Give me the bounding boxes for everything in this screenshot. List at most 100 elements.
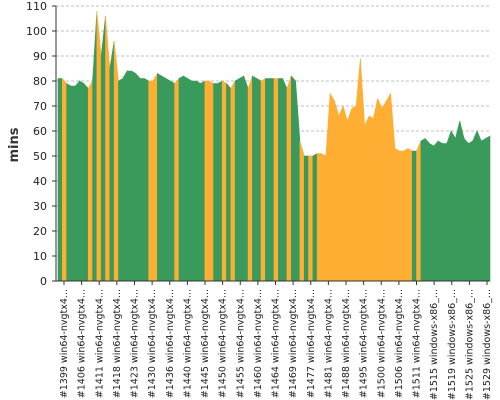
y-tick-label: 100 [26, 25, 47, 38]
x-tick-label: #1469 win64-nvgtx4... [288, 289, 299, 398]
area-segment-pass [83, 82, 89, 282]
area-series [57, 10, 491, 282]
x-tick-label: #1464 win64-nvgtx4... [271, 289, 282, 398]
area-segment-pass [74, 80, 80, 282]
area-segment-pass [165, 77, 171, 282]
area-segment-pass [79, 80, 85, 282]
area-segment-fail [364, 115, 370, 282]
x-tick-label: #1430 win64-nvgtx4... [147, 289, 158, 398]
y-tick-label: 110 [26, 0, 47, 13]
y-tick-label: 70 [33, 100, 47, 113]
area-segment-pass [200, 80, 206, 282]
area-segment-pass [446, 130, 452, 282]
area-segment-pass [213, 83, 219, 282]
area-segment-pass [144, 77, 150, 282]
area-segment-fail [113, 40, 119, 282]
x-tick-label: #1418 win64-nvgtx4... [112, 289, 123, 398]
area-segment-fail [96, 10, 102, 282]
area-segment-pass [191, 80, 197, 282]
x-tick-label: #1436 win64-nvgtx4... [165, 289, 176, 398]
area-segment-pass [252, 75, 258, 282]
area-segment-pass [481, 137, 486, 282]
area-segment-fail [105, 15, 111, 282]
y-tick-label: 30 [33, 200, 47, 213]
area-segment-pass [265, 78, 270, 282]
area-segment-fail [152, 72, 158, 282]
x-tick-label: #1488 win64-nvgtx4... [341, 289, 352, 398]
area-segment-fail [299, 140, 305, 282]
area-segment-pass [109, 40, 115, 282]
y-tick-label: 80 [33, 75, 47, 88]
area-segment-fail [208, 80, 214, 282]
area-segment-pass [170, 80, 175, 282]
area-segment-pass [226, 82, 232, 282]
x-tick-label: #1511 win64-nvgtx4... [412, 289, 423, 398]
area-segment-fail [373, 98, 378, 282]
area-segment-pass [420, 137, 426, 282]
area-segment-fail [386, 92, 391, 282]
area-segment-pass [234, 77, 240, 282]
area-segment-fail [381, 99, 387, 282]
area-segment-pass [429, 142, 435, 282]
x-tick-label: #1481 win64-nvgtx4... [323, 289, 334, 398]
area-segment-pass [187, 77, 193, 282]
area-segment-fail [334, 100, 340, 282]
x-tick-label: #1460 win64-nvgtx4... [253, 289, 264, 398]
x-tick-label: #1525 windows-x86_... [464, 289, 475, 400]
area-segment-fail [407, 147, 413, 282]
area-segment-pass [290, 75, 296, 282]
x-tick-label: #1445 win64-nvgtx4... [200, 289, 211, 398]
area-segment-fail [394, 147, 400, 282]
area-segment-pass [239, 75, 245, 282]
area-segment-fail [273, 78, 279, 282]
area-segment-pass [217, 80, 223, 282]
area-segment-pass [424, 137, 430, 282]
area-segment-fail [403, 147, 409, 282]
area-segment-pass [135, 72, 141, 282]
area-segment-fail [316, 153, 322, 282]
y-tick-label: 90 [33, 50, 47, 63]
area-segment-fail [325, 93, 331, 282]
area-segment-pass [66, 82, 72, 282]
area-segment-fail [247, 75, 253, 282]
area-segment-pass [70, 85, 76, 282]
area-segment-pass [442, 143, 448, 282]
x-tick-label: #1440 win64-nvgtx4... [182, 289, 193, 398]
y-tick-label: 20 [33, 225, 47, 238]
area-segment-pass [437, 140, 443, 282]
area-segment-pass [256, 77, 262, 282]
area-segment-pass [139, 78, 145, 282]
area-segment-pass [182, 75, 188, 282]
area-segment-pass [303, 155, 309, 282]
area-segment-pass [411, 150, 417, 282]
x-tick-label: #1529 windows-x86_... [482, 289, 493, 400]
x-tick-labels: #1399 win64-nvgtx4... #1406 win64-nvgtx4.… [59, 281, 493, 400]
area-segment-pass [278, 78, 283, 282]
y-axis-title: mins [7, 127, 22, 162]
y-tick-label: 10 [33, 250, 47, 263]
area-segment-pass [100, 15, 106, 282]
area-segment-fail [174, 77, 180, 282]
area-segment-fail [416, 140, 422, 282]
area-segment-pass [118, 77, 124, 282]
x-tick-label: #1450 win64-nvgtx4... [218, 289, 229, 398]
area-segment-pass [468, 140, 474, 282]
area-segment-fail [260, 77, 266, 282]
area-segment-fail [148, 80, 154, 282]
x-tick-label: #1495 win64-nvgtx4... [359, 289, 370, 398]
area-segment-pass [126, 70, 132, 282]
area-segment-fail [338, 105, 344, 282]
area-segment-pass [157, 72, 162, 282]
y-tick-labels: 0 10 20 30 40 50 60 70 80 90 100 110 [26, 0, 56, 288]
area-segment-pass [178, 75, 184, 282]
area-segment-pass [131, 70, 137, 282]
area-segment-fail [360, 58, 366, 282]
area-segment-pass [122, 69, 128, 282]
area-segment-pass [57, 78, 63, 282]
area-segment-fail [355, 58, 361, 282]
area-segment-fail [321, 152, 327, 282]
area-segment-pass [485, 135, 491, 282]
x-tick-label: #1515 windows-x86_... [429, 289, 440, 400]
x-tick-label: #1500 win64-nvgtx4... [376, 289, 387, 398]
